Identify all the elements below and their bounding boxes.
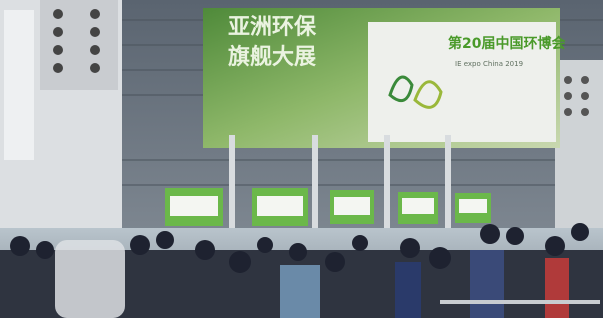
- speaker-panel: [40, 0, 118, 90]
- page: 亚洲环保 旗舰大展 第20届中国环博会 IE expo China 2019: [0, 0, 603, 318]
- pillar: [555, 60, 603, 230]
- light-panel: [4, 10, 34, 160]
- event-name: 第20届中国环博会: [448, 35, 566, 52]
- banner-title: 旗舰大展: [228, 44, 316, 70]
- photo: 亚洲环保 旗舰大展 第20届中国环博会 IE expo China 2019: [0, 0, 603, 318]
- event-subtitle: IE expo China 2019: [455, 60, 523, 68]
- banner-title: 亚洲环保: [228, 15, 317, 40]
